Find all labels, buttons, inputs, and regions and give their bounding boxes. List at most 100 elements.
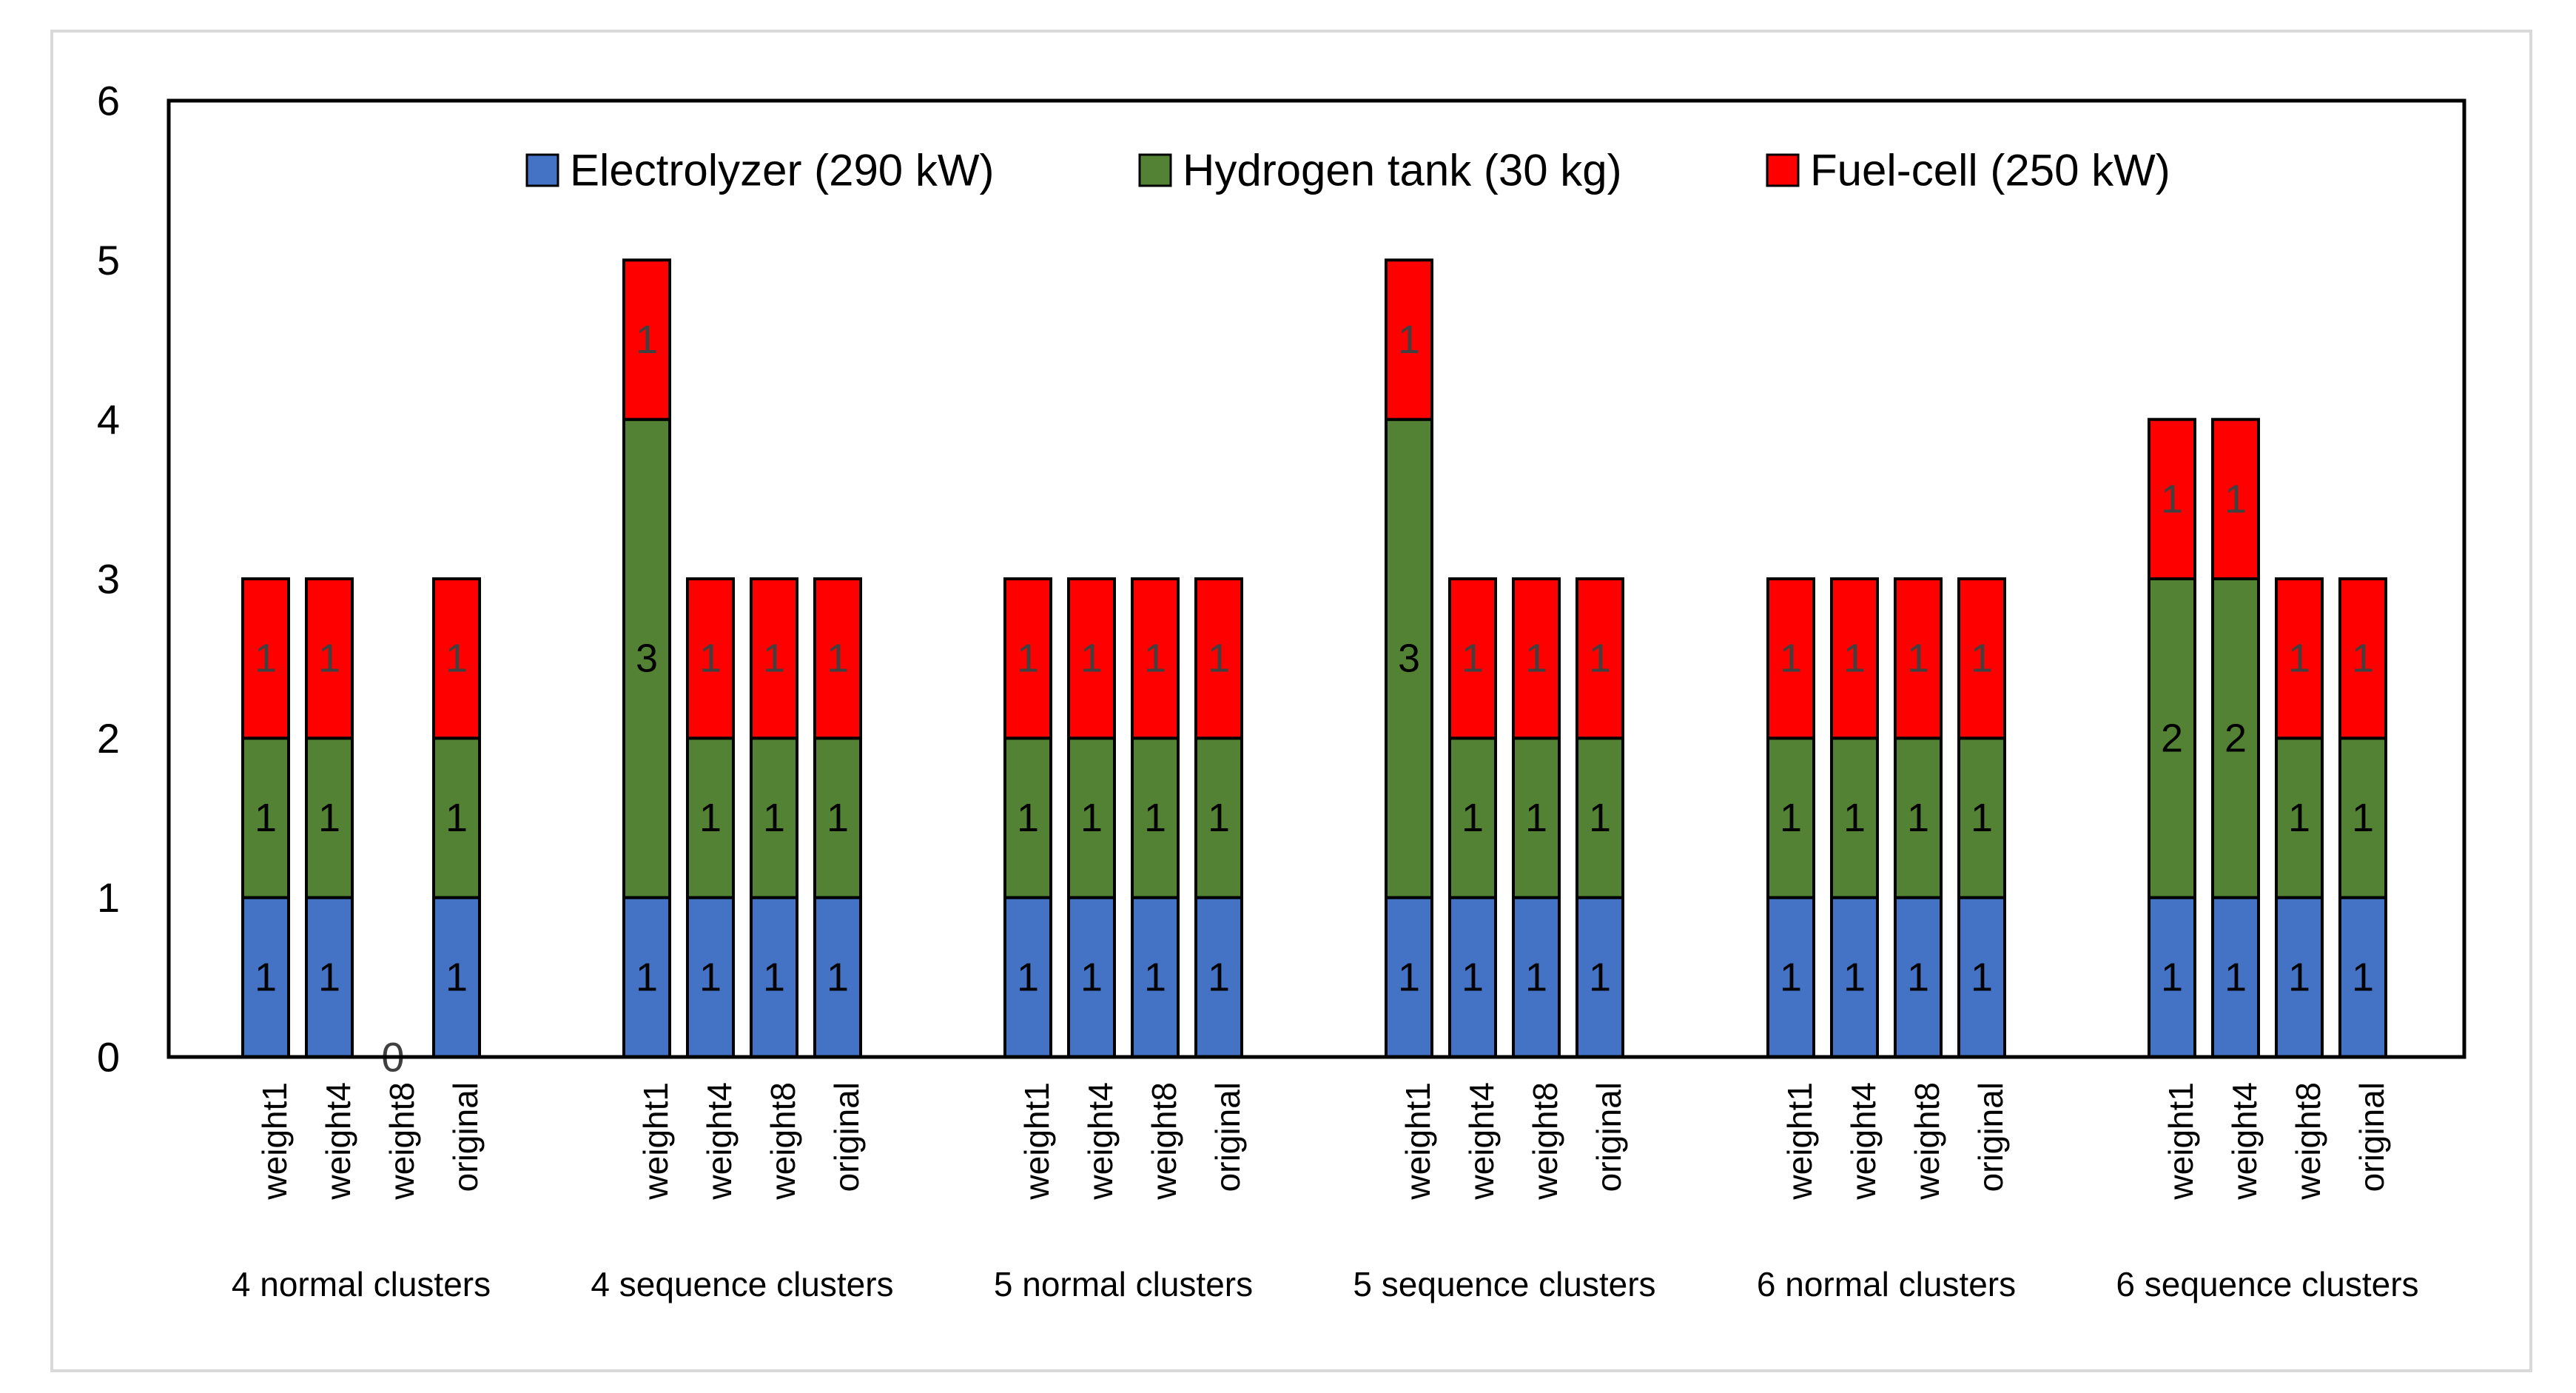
- bar-value-label: 1: [1144, 955, 1166, 999]
- x-category-label: weight4: [319, 1082, 357, 1201]
- bar-segment-fuel_cell: [686, 577, 735, 740]
- bar-segment-hydrogen_tank: [1194, 736, 1243, 899]
- bar-value-label: 1: [1398, 318, 1420, 362]
- bar-value-label: 1: [1780, 955, 1802, 999]
- x-category-label: original: [2353, 1082, 2391, 1192]
- bar-segment-fuel_cell: [432, 577, 481, 740]
- bar-value-label: 1: [2224, 477, 2247, 521]
- group-label: 5 sequence clusters: [1353, 1265, 1655, 1303]
- bar-segment-electrolyzer: [1830, 896, 1879, 1058]
- x-category-label: original: [1590, 1082, 1628, 1192]
- bar-value-label: 1: [763, 796, 785, 840]
- group-label: 5 normal clusters: [994, 1265, 1253, 1303]
- bar-segment-hydrogen_tank: [1957, 736, 2006, 899]
- bar-value-label: 3: [1398, 637, 1420, 681]
- bar-segment-electrolyzer: [2148, 896, 2196, 1058]
- bar-segment-hydrogen_tank: [686, 736, 735, 899]
- bar-segment-fuel_cell: [1830, 577, 1879, 740]
- bar-value-label: 1: [318, 796, 340, 840]
- bar-value-label: 2: [2161, 716, 2183, 760]
- bar-value-label: 1: [1843, 637, 1866, 681]
- x-category-label: weight8: [764, 1082, 802, 1201]
- legend-label-electrolyzer: Electrolyzer (290 kW): [570, 146, 994, 195]
- bar-value-label: 1: [1843, 955, 1866, 999]
- group-label: 6 sequence clusters: [2116, 1265, 2418, 1303]
- bar-value-label: 1: [1017, 637, 1039, 681]
- x-category-label: weight1: [1780, 1082, 1819, 1201]
- bar-value-label: 1: [827, 637, 849, 681]
- bar-segment-fuel_cell: [1448, 577, 1497, 740]
- bar-value-label: 1: [636, 955, 658, 999]
- bar-segment-hydrogen_tank: [432, 736, 481, 899]
- x-category-label: original: [446, 1082, 485, 1192]
- bar-value-label: 1: [763, 955, 785, 999]
- bar-value-label: 1: [1525, 796, 1547, 840]
- bar-segment-hydrogen_tank: [1766, 736, 1815, 899]
- bar-value-label: 1: [1780, 637, 1802, 681]
- y-tick-label: 6: [97, 78, 120, 124]
- bar-value-label: 1: [1907, 955, 1929, 999]
- bar-value-label: 2: [2224, 716, 2247, 760]
- bar-value-label: 1: [1589, 796, 1611, 840]
- y-tick-label: 0: [97, 1034, 120, 1081]
- x-category-label: weight8: [2289, 1082, 2327, 1201]
- bar-value-label: 1: [318, 955, 340, 999]
- bar-value-label: 1: [1843, 796, 1866, 840]
- bar-value-label: 1: [1462, 796, 1484, 840]
- bar-segment-electrolyzer: [1957, 896, 2006, 1058]
- y-tick-label: 4: [97, 396, 120, 443]
- bar-value-label: 1: [1080, 955, 1103, 999]
- bar-segment-electrolyzer: [1194, 896, 1243, 1058]
- bar-segment-fuel_cell: [2338, 577, 2387, 740]
- y-tick-label: 5: [97, 237, 120, 283]
- bar-value-label: 1: [1144, 637, 1166, 681]
- bar-segment-hydrogen_tank: [305, 736, 354, 899]
- bar-segment-fuel_cell: [1067, 577, 1116, 740]
- bar-value-label: 1: [1971, 637, 1993, 681]
- bar-segment-fuel_cell: [1894, 577, 1943, 740]
- bar-value-label: 1: [255, 955, 277, 999]
- y-tick-label: 3: [97, 556, 120, 602]
- bar-value-label: 1: [445, 637, 468, 681]
- bar-value-label: 1: [318, 637, 340, 681]
- bar-value-label: 1: [2288, 955, 2310, 999]
- bar-value-label: 1: [699, 637, 722, 681]
- x-category-label: weight1: [2162, 1082, 2200, 1201]
- legend-label-fuel_cell: Fuel-cell (250 kW): [1810, 146, 2170, 195]
- legend-label-hydrogen_tank: Hydrogen tank (30 kg): [1183, 146, 1622, 195]
- bar-value-label: 3: [636, 637, 658, 681]
- bar-segment-electrolyzer: [750, 896, 798, 1058]
- bar-segment-fuel_cell: [1575, 577, 1624, 740]
- bar-value-label: 1: [255, 637, 277, 681]
- y-tick-label: 2: [97, 715, 120, 762]
- bar-segment-fuel_cell: [2148, 417, 2196, 581]
- bar-segment-hydrogen_tank: [2211, 577, 2260, 899]
- bar-value-label: 1: [2288, 637, 2310, 681]
- bar-value-label: 1: [1589, 955, 1611, 999]
- bar-segment-electrolyzer: [2211, 896, 2260, 1058]
- bar-value-label: 1: [827, 796, 849, 840]
- group-label: 6 normal clusters: [1757, 1265, 2016, 1303]
- bar-value-label: 1: [2161, 477, 2183, 521]
- bar-value-label: 1: [699, 955, 722, 999]
- bar-value-label: 1: [1398, 955, 1420, 999]
- bar-value-label: 1: [827, 955, 849, 999]
- bar-segment-electrolyzer: [1575, 896, 1624, 1058]
- bar-segment-hydrogen_tank: [1894, 736, 1943, 899]
- bar-value-label: 1: [445, 796, 468, 840]
- group-label: 4 sequence clusters: [591, 1265, 893, 1303]
- x-category-label: weight4: [1081, 1082, 1120, 1201]
- x-category-label: weight4: [2225, 1082, 2264, 1201]
- bar-value-label: 1: [636, 318, 658, 362]
- x-category-label: weight1: [255, 1082, 294, 1201]
- bar-segment-hydrogen_tank: [2275, 736, 2324, 899]
- bar-segment-fuel_cell: [622, 258, 671, 421]
- bar-value-label: 1: [1462, 955, 1484, 999]
- x-category-label: weight4: [1844, 1082, 1883, 1201]
- bar-segment-fuel_cell: [1003, 577, 1052, 740]
- bar-value-label: 1: [1144, 796, 1166, 840]
- bar-segment-electrolyzer: [1766, 896, 1815, 1058]
- bar-segment-fuel_cell: [1385, 258, 1433, 421]
- legend-swatch-electrolyzer: [525, 153, 559, 187]
- bar-value-label: 1: [1017, 955, 1039, 999]
